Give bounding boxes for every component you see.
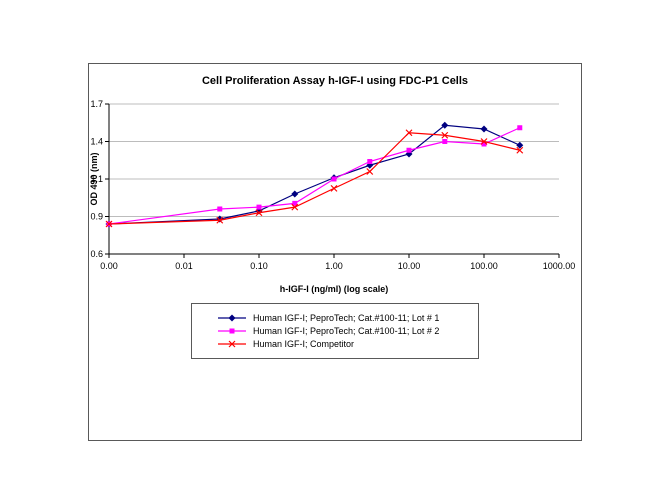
marker-x <box>516 146 524 154</box>
x-tick-label: 100.00 <box>470 261 498 271</box>
legend-label: Human IGF-I; PeproTech; Cat.#100-11; Lot… <box>253 326 440 336</box>
legend-label: Human IGF-I; Competitor <box>253 339 355 349</box>
marker-x <box>366 168 374 175</box>
legend-item: Human IGF-I; PeproTech; Cat.#100-11; Lot… <box>218 313 478 323</box>
series-line <box>108 132 520 225</box>
marker-square <box>367 159 373 164</box>
y-axis-title: OD 490 (nm) <box>89 152 99 205</box>
y-tick-label: 1.1 <box>90 174 103 184</box>
x-tick-label: 1.00 <box>325 261 343 271</box>
marker-square <box>217 206 223 212</box>
legend: Human IGF-I; PeproTech; Cat.#100-11; Lot… <box>191 303 479 359</box>
marker-square <box>442 139 448 144</box>
marker-square <box>229 328 235 334</box>
marker-diamond <box>480 125 488 133</box>
y-tick-label: 0.9 <box>90 212 103 222</box>
marker-x <box>228 340 236 348</box>
legend-marker-sample <box>218 340 246 348</box>
x-tick-label: 0.01 <box>175 261 193 271</box>
marker-diamond <box>291 190 299 198</box>
legend-marker-sample <box>218 314 246 322</box>
marker-x <box>480 138 488 145</box>
legend-marker-sample <box>218 328 246 334</box>
y-tick-label: 1.4 <box>90 137 103 147</box>
marker-x <box>105 220 113 228</box>
chart-title: Cell Proliferation Assay h-IGF-I using F… <box>201 75 469 87</box>
marker-x <box>216 216 224 224</box>
x-tick-label: 0.00 <box>100 261 118 271</box>
marker-diamond <box>516 141 524 149</box>
marker-square <box>292 200 298 206</box>
y-tick-label: 0.6 <box>90 249 103 259</box>
y-tick-label: 1.7 <box>90 99 103 109</box>
marker-diamond <box>441 121 449 129</box>
marker-x <box>330 184 338 192</box>
x-tick-label: 0.10 <box>250 261 268 271</box>
marker-x <box>405 129 413 137</box>
marker-diamond <box>228 314 236 322</box>
marker-x <box>255 209 263 217</box>
x-tick-label: 1000.00 <box>543 261 576 271</box>
x-tick-label: 10.00 <box>398 261 421 271</box>
marker-square <box>517 125 523 131</box>
marker-square <box>406 147 412 153</box>
series-line <box>108 124 521 225</box>
marker-diamond <box>216 215 224 223</box>
marker-square <box>481 141 487 147</box>
marker-x <box>291 203 299 211</box>
series-line <box>108 127 521 225</box>
legend-item: Human IGF-I; PeproTech; Cat.#100-11; Lot… <box>218 326 478 336</box>
marker-square <box>331 176 337 182</box>
x-axis-title: h-IGF-I (ng/ml) (log scale) <box>280 284 389 294</box>
legend-label: Human IGF-I; PeproTech; Cat.#100-11; Lot… <box>253 313 440 323</box>
plot-area: 0.6 0.9 1.1 1.4 1.7 0.00 0.01 0.10 1.00 10.00 100.… <box>89 99 576 294</box>
legend-item: Human IGF-I; Competitor <box>218 339 478 349</box>
marker-x <box>441 131 449 139</box>
marker-square <box>256 204 262 210</box>
chart-container: Cell Proliferation Assay h-IGF-I using F… <box>88 63 582 441</box>
